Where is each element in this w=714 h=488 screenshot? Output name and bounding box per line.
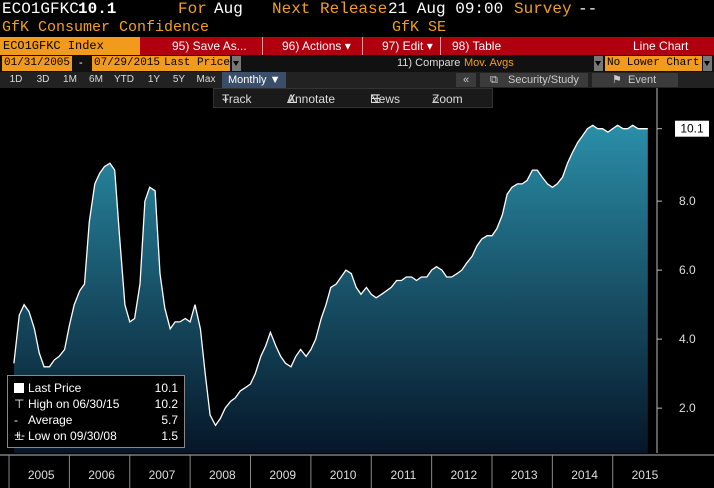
legend-row-average: -+- Average 5.7 (14, 413, 182, 442)
y-tick-label: 2.0 (679, 401, 696, 415)
annotate-label: Annotate (287, 92, 336, 106)
legend-label: Low on 09/30/08 (28, 429, 117, 443)
for-label: For (178, 0, 207, 18)
x-tick-label: 2011 (391, 468, 417, 482)
legend-label: Average (28, 413, 73, 427)
y-tick-label: 8.0 (679, 194, 696, 208)
start-date-field[interactable]: 01/31/2005 (2, 56, 72, 71)
x-tick-label: 2008 (209, 468, 236, 482)
track-label: Track (222, 92, 252, 106)
event-label: Event (628, 74, 657, 86)
subtitle-row: GfK Consumer Confidence GfK SE (0, 19, 714, 37)
average-marker-icon: -+- (14, 413, 26, 442)
legend-value: 1.5 (161, 429, 178, 443)
source-name: GfK SE (392, 19, 447, 36)
chevron-down-icon: ▾ (426, 39, 433, 53)
edit-label: 97) Edit (382, 39, 424, 53)
next-release-value: 21 Aug 09:00 (388, 0, 504, 18)
event-button[interactable]: ⚑ Event (592, 73, 678, 87)
legend-row-high: ⊤ High on 06/30/15 10.2 (14, 397, 182, 412)
edit-button[interactable]: 97) Edit ▾ (382, 37, 433, 55)
x-tick-label: 2015 (632, 468, 659, 482)
frequency-select[interactable]: Monthly ▼ (222, 72, 286, 88)
legend-label: Last Price (28, 381, 82, 395)
lower-chart-select[interactable]: No Lower Chart (605, 56, 702, 71)
survey-value: -- (578, 0, 598, 18)
chevron-down-icon[interactable] (703, 56, 712, 71)
y-tick-label: 4.0 (679, 332, 696, 346)
title-row: ECO1GFKC 10.1 For Aug Next Release 21 Au… (0, 0, 714, 19)
chevron-down-icon[interactable] (594, 56, 603, 71)
date-range-row: 01/31/2005 - 07/29/2015 Last Price 11) C… (0, 55, 714, 72)
line-chart-button[interactable]: Line Chart (633, 39, 689, 53)
current-value: 10.1 (78, 0, 117, 18)
search-icon: ○ (432, 92, 440, 106)
chevron-down-icon: ▼ (269, 74, 281, 86)
x-tick-label: 2012 (450, 468, 477, 482)
legend-row-last: Last Price 10.1 (14, 381, 182, 396)
legend-row-low: ⊥ Low on 09/30/08 1.5 (14, 429, 182, 444)
collapse-button[interactable]: « (456, 73, 476, 87)
x-tick-label: 2006 (88, 468, 115, 482)
compare-value[interactable]: Mov. Avgs (464, 57, 514, 69)
security-study-button[interactable]: ⧉ Security/Study (480, 73, 588, 87)
end-date-field[interactable]: 07/29/2015 (92, 56, 162, 71)
period-5y[interactable]: 5Y (172, 74, 186, 85)
last-value-label: 10.1 (680, 122, 704, 136)
actions-button[interactable]: 96) Actions ▾ (282, 37, 351, 55)
table-button[interactable]: 98) Table (452, 39, 502, 53)
security-study-label: Security/Study (508, 74, 579, 86)
y-tick-label: 6.0 (679, 263, 696, 277)
security-study-icon: ⧉ (490, 74, 498, 86)
x-tick-label: 2014 (571, 468, 598, 482)
x-tick-label: 2007 (149, 468, 176, 482)
news-label: News (370, 92, 401, 106)
legend-value: 10.2 (154, 397, 178, 411)
save-as-button[interactable]: 95) Save As... (172, 39, 247, 53)
period-ytd[interactable]: YTD (114, 74, 134, 85)
date-separator: - (79, 57, 83, 69)
index-field[interactable]: ECO1GFKC Index (0, 37, 140, 55)
x-tick-label: 2005 (28, 468, 55, 482)
pencil-icon: ∠ (287, 92, 298, 106)
flag-icon: ⚑ (612, 74, 622, 86)
chevron-down-icon: ▾ (344, 39, 351, 53)
period-1d[interactable]: 1D (9, 74, 23, 85)
news-icon: ☰ (370, 92, 381, 106)
x-tick-label: 2013 (511, 468, 538, 482)
ticker: ECO1GFKC (2, 0, 79, 18)
chart-tools: ⌖ Track ∠ Annotate ☰ News ○ Zoom (213, 88, 493, 108)
compare-label: 11) Compare (397, 57, 461, 69)
period-max[interactable]: Max (196, 74, 216, 85)
low-marker-icon: ⊥ (14, 429, 25, 443)
chart[interactable]: 2.0 4.0 6.0 8.0 10.1 2005 2006 2007 2008 2009 2010… (0, 88, 714, 488)
period-3d[interactable]: 3D (36, 74, 50, 85)
legend-value: 10.1 (154, 381, 178, 395)
period-row: 1D 3D 1M 6M YTD 1Y 5Y Max Monthly ▼ « ⧉ … (0, 72, 714, 88)
period-1y[interactable]: 1Y (147, 74, 161, 85)
period-1m[interactable]: 1M (63, 74, 77, 85)
x-tick-label: 2010 (330, 468, 357, 482)
actions-label: 96) Actions (282, 39, 342, 53)
legend-label: High on 06/30/15 (28, 397, 120, 411)
crosshair-icon: ⌖ (222, 92, 229, 106)
chevron-down-icon[interactable] (232, 56, 241, 71)
price-field-select[interactable]: Last Price (162, 56, 231, 71)
next-release-label: Next Release (272, 0, 388, 18)
series-line (13, 124, 648, 427)
legend: Last Price 10.1 ⊤ High on 06/30/15 10.2 … (7, 375, 185, 448)
frequency-label: Monthly (228, 74, 267, 86)
period-6m[interactable]: 6M (89, 74, 103, 85)
zoom-label: Zoom (432, 92, 463, 106)
x-tick-label: 2009 (269, 468, 296, 482)
last-value-box (675, 120, 709, 137)
legend-value: 5.7 (161, 413, 178, 427)
survey-label: Survey (514, 0, 572, 18)
toolbar: ECO1GFKC Index 95) Save As... 96) Action… (0, 37, 714, 55)
series-name: GfK Consumer Confidence (2, 19, 210, 36)
for-value: Aug (214, 0, 243, 18)
high-marker-icon: ⊤ (14, 397, 25, 411)
